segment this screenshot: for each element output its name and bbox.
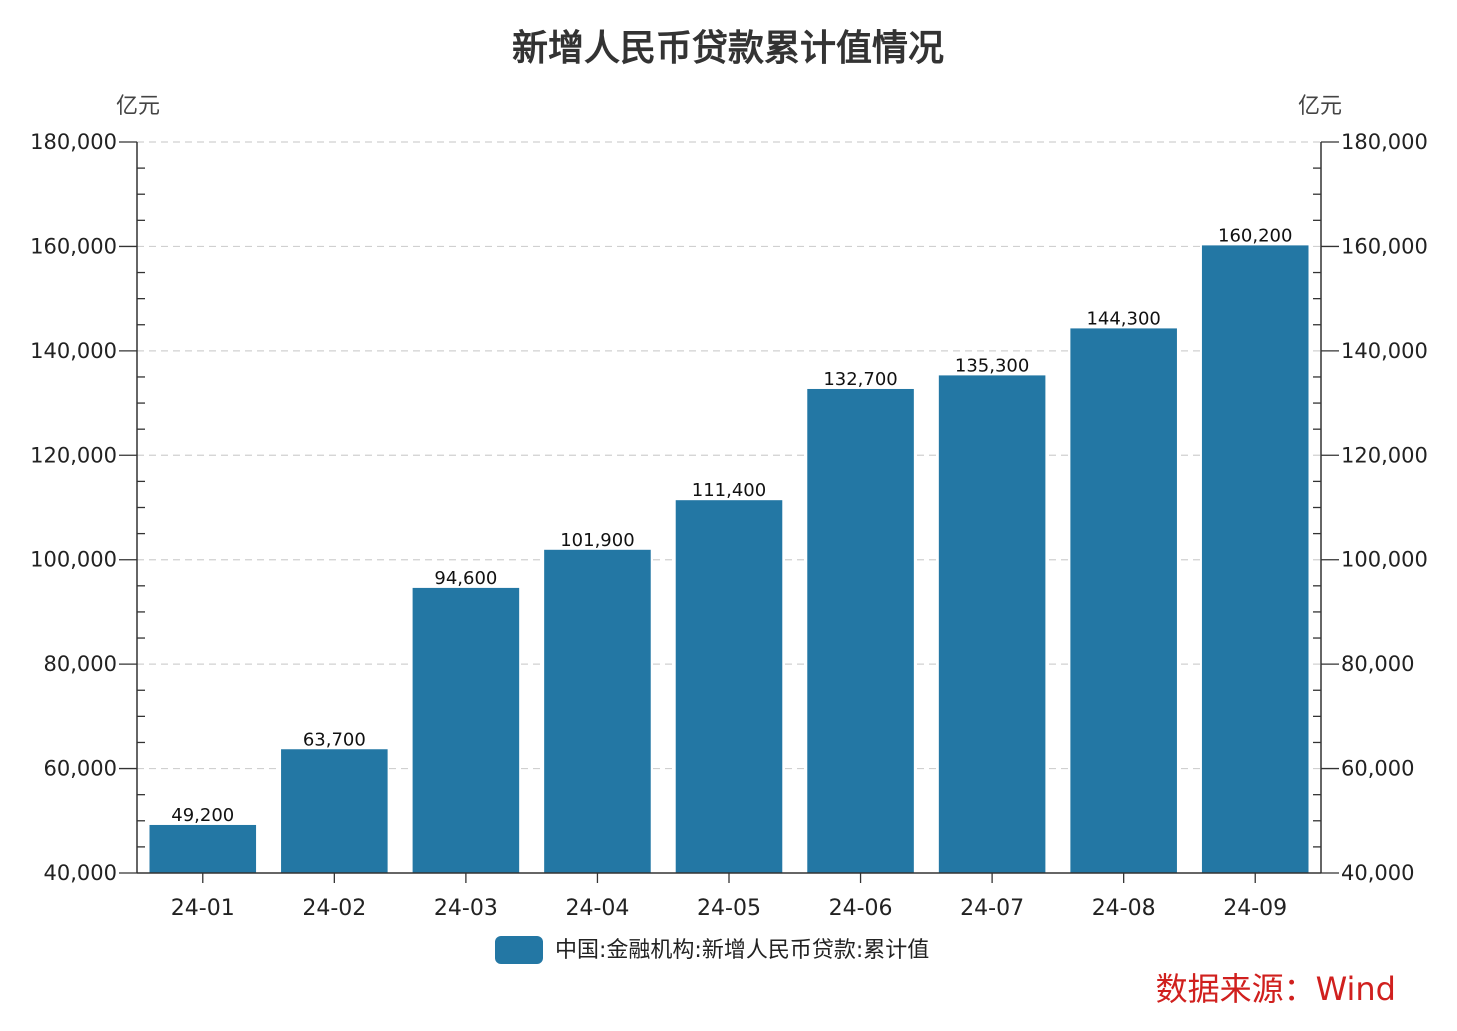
data-labels: 49,200 63,700 94,600 101,900 111,400 132,700 1… (171, 225, 1292, 826)
x-tick-label: 24-06 (829, 896, 893, 921)
bar[interactable] (412, 587, 520, 873)
data-label: 132,700 (823, 369, 897, 390)
bars (149, 245, 1309, 874)
bar[interactable] (1070, 328, 1177, 873)
data-label: 94,600 (434, 568, 497, 589)
x-tick-label: 24-03 (434, 896, 498, 921)
legend[interactable]: 中国:金融机构:新增人民币贷款:累计值 (495, 936, 929, 964)
bar[interactable] (807, 388, 914, 873)
x-tick-label: 24-04 (565, 896, 629, 921)
x-tick-label: 24-01 (171, 896, 235, 921)
x-tick-label: 24-05 (697, 896, 761, 921)
y-tick-label-right: 100,000 (1341, 548, 1428, 572)
y-tick-label-left: 60,000 (44, 757, 117, 781)
data-label: 49,200 (171, 805, 234, 826)
legend-swatch (495, 936, 543, 964)
data-label: 111,400 (692, 480, 766, 501)
y-tick-label-right: 40,000 (1341, 861, 1414, 885)
y-axis-unit-right: 亿元 (1298, 94, 1342, 119)
x-tick-label: 24-07 (960, 896, 1024, 921)
bar[interactable] (938, 375, 1046, 873)
bar[interactable] (675, 500, 783, 873)
x-tick-label: 24-09 (1223, 896, 1287, 921)
data-label: 63,700 (303, 729, 366, 750)
y-tick-label-right: 140,000 (1341, 339, 1428, 363)
legend-label: 中国:金融机构:新增人民币贷款:累计值 (555, 938, 929, 963)
y-tick-label-right: 180,000 (1341, 130, 1428, 154)
data-label: 144,300 (1086, 308, 1160, 329)
data-label: 101,900 (560, 530, 634, 551)
y-tick-label-left: 100,000 (30, 548, 117, 572)
axes: 40,000 40,000 60,000 60,000 80,000 80,000 100,… (30, 130, 1428, 921)
y-tick-label-left: 180,000 (30, 130, 117, 154)
y-tick-label-left: 40,000 (44, 861, 117, 885)
bar[interactable] (1201, 245, 1309, 874)
y-tick-label-left: 140,000 (30, 339, 117, 363)
y-tick-label-right: 60,000 (1341, 757, 1414, 781)
x-tick-label: 24-08 (1092, 896, 1156, 921)
chart-title: 新增人民币贷款累计值情况 (512, 28, 944, 69)
y-tick-label-left: 160,000 (30, 234, 117, 258)
data-source: 数据来源：Wind (1156, 970, 1396, 1008)
y-tick-label-left: 120,000 (30, 443, 117, 467)
x-tick-label: 24-02 (302, 896, 366, 921)
y-tick-label-right: 160,000 (1341, 234, 1428, 258)
bar[interactable] (149, 824, 257, 873)
y-tick-label-left: 80,000 (44, 652, 117, 676)
bar[interactable] (281, 749, 388, 873)
y-tick-label-right: 120,000 (1341, 443, 1428, 467)
data-label: 160,200 (1218, 225, 1292, 246)
bar[interactable] (544, 549, 651, 873)
y-tick-label-right: 80,000 (1341, 652, 1414, 676)
data-label: 135,300 (955, 355, 1029, 376)
y-axis-unit-left: 亿元 (116, 94, 160, 119)
